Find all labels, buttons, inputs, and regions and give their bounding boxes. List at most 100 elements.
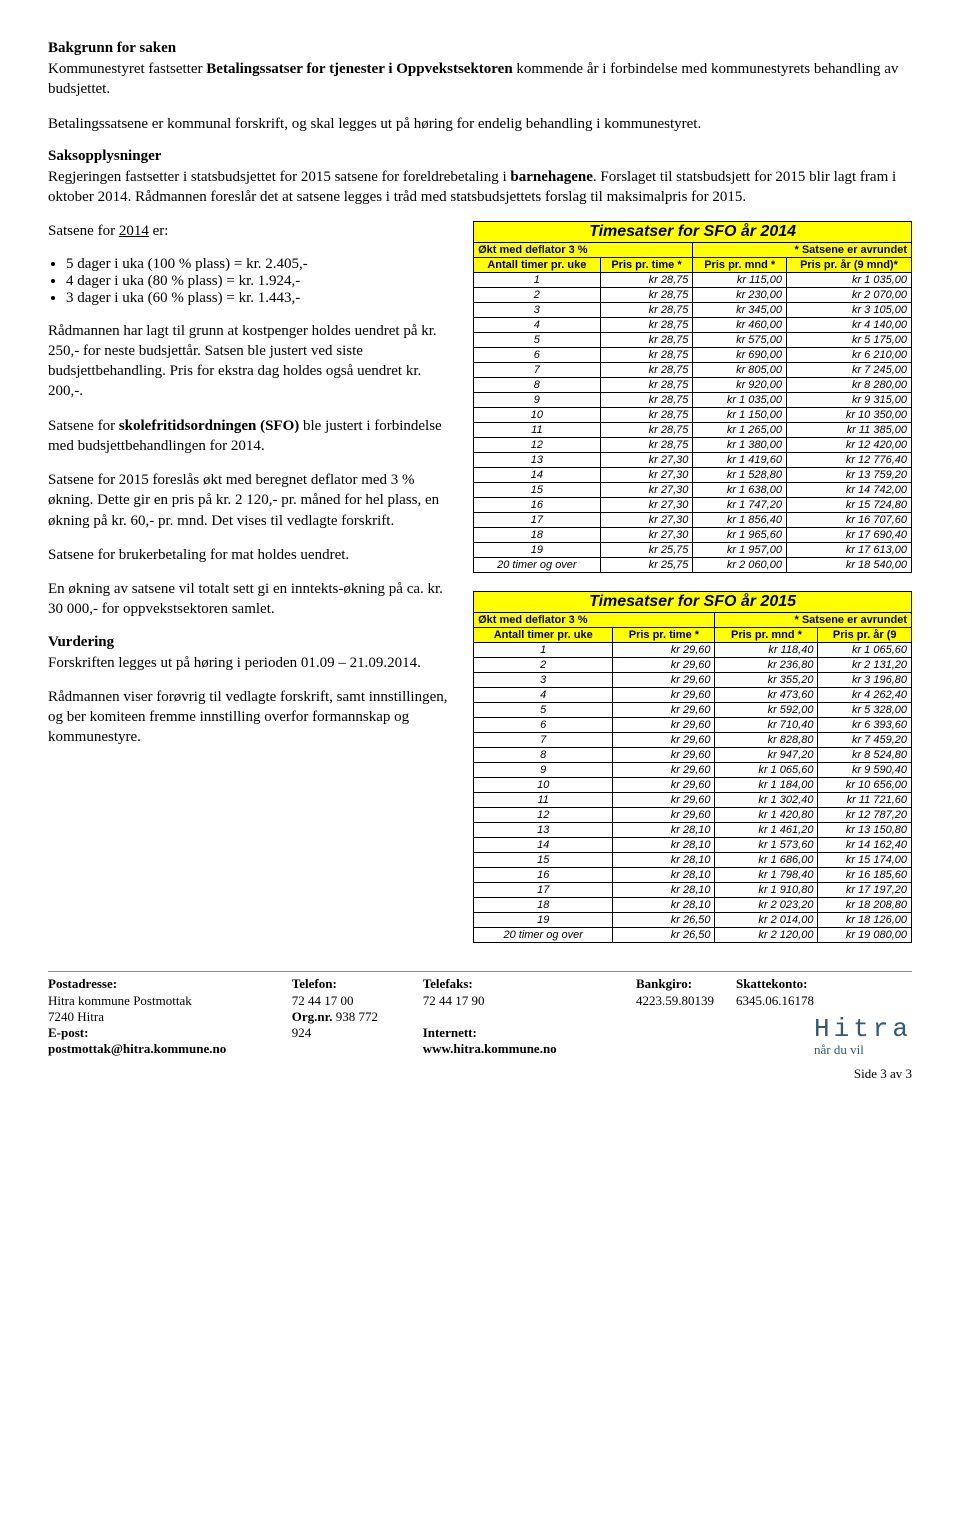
left-p1: Rådmannen har lagt til grunn at kostpeng… (48, 321, 453, 402)
table-cell: kr 7 245,00 (786, 363, 911, 378)
table-cell: kr 17 197,20 (818, 883, 912, 898)
intro-p2: Betalingssatsene er kommunal forskrift, … (48, 114, 912, 134)
table-row: 14kr 27,30kr 1 528,80kr 13 759,20 (474, 468, 912, 483)
table-cell: 8 (474, 748, 613, 763)
table-cell: kr 690,00 (693, 348, 787, 363)
table-cell: 20 timer og over (474, 558, 600, 573)
bullet-list: 5 dager i uka (100 % plass) = kr. 2.405,… (66, 256, 453, 307)
table-cell: 13 (474, 823, 613, 838)
table-cell: kr 15 724,80 (786, 498, 911, 513)
table-cell: kr 115,00 (693, 273, 787, 288)
table-sub-right: * Satsene er avrundet (715, 613, 912, 628)
table-row: 10kr 29,60kr 1 184,00kr 10 656,00 (474, 778, 912, 793)
table-cell: kr 28,75 (600, 363, 693, 378)
table-row: 13kr 27,30kr 1 419,60kr 12 776,40 (474, 453, 912, 468)
saks-p1: Regjeringen fastsetter i statsbudsjettet… (48, 167, 912, 208)
table-row: 2kr 29,60kr 236,80kr 2 131,20 (474, 658, 912, 673)
table-body-2015: 1kr 29,60kr 118,40kr 1 065,602kr 29,60kr… (474, 643, 912, 943)
table-cell: kr 1 184,00 (715, 778, 818, 793)
footer-org-h: Org.nr. (292, 1009, 333, 1024)
table-row: 7kr 29,60kr 828,80kr 7 459,20 (474, 733, 912, 748)
table-cell: kr 27,30 (600, 483, 693, 498)
table-cell: kr 805,00 (693, 363, 787, 378)
table-cell: 7 (474, 363, 600, 378)
footer-telefon-h: Telefon: (292, 976, 401, 992)
table-row: 17kr 27,30kr 1 856,40kr 16 707,60 (474, 513, 912, 528)
table-cell: kr 28,75 (600, 303, 693, 318)
table-cell: 6 (474, 348, 600, 363)
table-row: 1kr 28,75kr 115,00kr 1 035,00 (474, 273, 912, 288)
table-row: 3kr 29,60kr 355,20kr 3 196,80 (474, 673, 912, 688)
table-cell: 10 (474, 778, 613, 793)
table-cell: 16 (474, 868, 613, 883)
table-title: Timesatser for SFO år 2015 (474, 592, 912, 613)
table-cell: kr 1 528,80 (693, 468, 787, 483)
table-cell: 14 (474, 468, 600, 483)
table-cell: kr 1 856,40 (693, 513, 787, 528)
table-cell: kr 10 350,00 (786, 408, 911, 423)
table-cell: kr 25,75 (600, 558, 693, 573)
table-cell: kr 2 131,20 (818, 658, 912, 673)
table-cell: kr 1 380,00 (693, 438, 787, 453)
table-cell: kr 9 590,40 (818, 763, 912, 778)
table-cell: kr 1 957,00 (693, 543, 787, 558)
footer-skattekonto-1: 6345.06.16178 (736, 993, 814, 1009)
footer-tagline: når du vil (814, 1042, 912, 1058)
table-cell: 12 (474, 438, 600, 453)
table-row: 1kr 29,60kr 118,40kr 1 065,60 (474, 643, 912, 658)
table-cell: kr 29,60 (613, 673, 715, 688)
table-cell: kr 6 393,60 (818, 718, 912, 733)
table-cell: kr 2 120,00 (715, 928, 818, 943)
table-row: 19kr 26,50kr 2 014,00kr 18 126,00 (474, 913, 912, 928)
table-cell: kr 1 910,80 (715, 883, 818, 898)
table-cell: kr 1 419,60 (693, 453, 787, 468)
table-cell: kr 27,30 (600, 528, 693, 543)
col-header: Pris pr. år (9 mnd)* (786, 258, 911, 273)
table-row: 20 timer og overkr 25,75kr 2 060,00kr 18… (474, 558, 912, 573)
table-row: 14kr 28,10kr 1 573,60kr 14 162,40 (474, 838, 912, 853)
table-cell: kr 4 262,40 (818, 688, 912, 703)
table-row: 20 timer og overkr 26,50kr 2 120,00kr 19… (474, 928, 912, 943)
table-cell: kr 17 690,40 (786, 528, 911, 543)
table-cell: 10 (474, 408, 600, 423)
table-cell: kr 28,75 (600, 393, 693, 408)
table-cell: kr 28,75 (600, 408, 693, 423)
satsene-line: Satsene for 2014 er: (48, 221, 453, 241)
table-cell: 9 (474, 393, 600, 408)
table-cell: kr 29,60 (613, 793, 715, 808)
table-row: 17kr 28,10kr 1 910,80kr 17 197,20 (474, 883, 912, 898)
table-cell: kr 11 721,60 (818, 793, 912, 808)
table-cell: kr 29,60 (613, 643, 715, 658)
heading-bakgrunn: Bakgrunn for saken (48, 40, 912, 57)
table-cell: 11 (474, 793, 613, 808)
footer-epost: E-post: postmottak@hitra.kommune.no (48, 1025, 270, 1058)
table-cell: kr 27,30 (600, 498, 693, 513)
table-cell: 15 (474, 853, 613, 868)
col-header: Pris pr. år (9 (818, 628, 912, 643)
table-cell: kr 1 065,60 (715, 763, 818, 778)
table-row: 19kr 25,75kr 1 957,00kr 17 613,00 (474, 543, 912, 558)
table-cell: 4 (474, 688, 613, 703)
table-cell: 1 (474, 643, 613, 658)
table-row: 9kr 28,75kr 1 035,00kr 9 315,00 (474, 393, 912, 408)
table-cell: kr 230,00 (693, 288, 787, 303)
table-cell: kr 29,60 (613, 718, 715, 733)
table-cell: kr 5 328,00 (818, 703, 912, 718)
table-row: 11kr 29,60kr 1 302,40kr 11 721,60 (474, 793, 912, 808)
table-cell: kr 3 105,00 (786, 303, 911, 318)
table-cell: kr 11 385,00 (786, 423, 911, 438)
table-row: 4kr 29,60kr 473,60kr 4 262,40 (474, 688, 912, 703)
table-cell: kr 1 573,60 (715, 838, 818, 853)
table-cell: 12 (474, 808, 613, 823)
table-cell: kr 29,60 (613, 778, 715, 793)
table-cell: kr 18 208,80 (818, 898, 912, 913)
table-cell: kr 8 280,00 (786, 378, 911, 393)
table-cell: 18 (474, 528, 600, 543)
col-header: Pris pr. mnd * (693, 258, 787, 273)
table-cell: kr 1 035,00 (693, 393, 787, 408)
table-cell: kr 28,75 (600, 378, 693, 393)
table-cell: kr 5 175,00 (786, 333, 911, 348)
table-row: 18kr 28,10kr 2 023,20kr 18 208,80 (474, 898, 912, 913)
table-cell: kr 1 420,80 (715, 808, 818, 823)
table-cell: 7 (474, 733, 613, 748)
